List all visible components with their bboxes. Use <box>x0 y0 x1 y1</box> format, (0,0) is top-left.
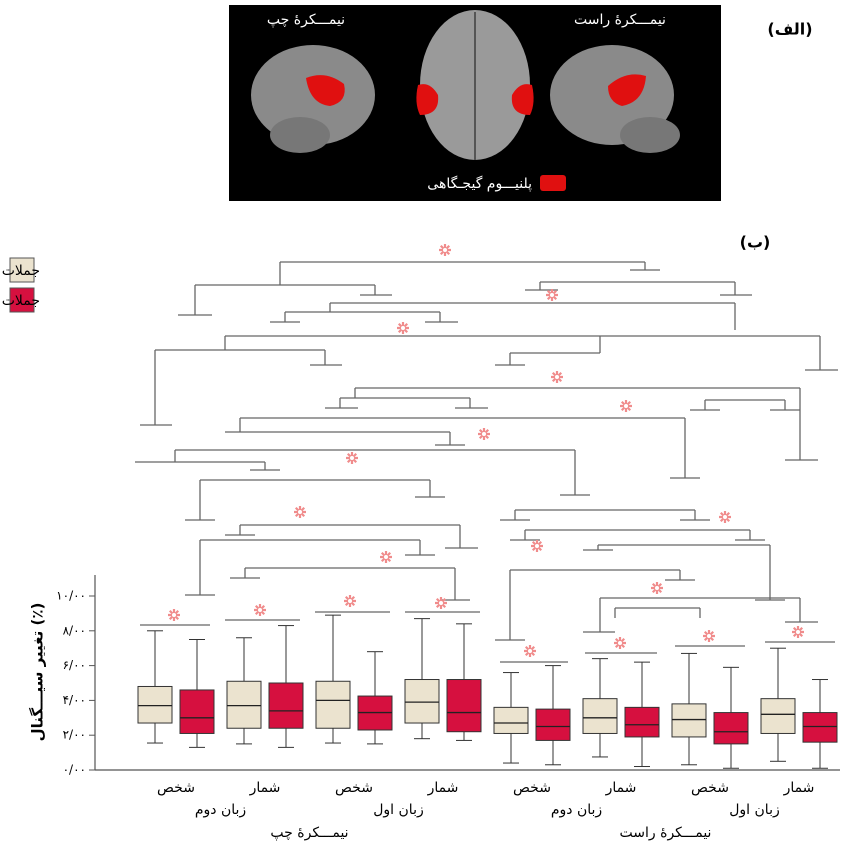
x-tick-label: شمار <box>605 780 637 796</box>
box <box>180 690 214 734</box>
significance-marker-center <box>655 586 659 590</box>
legend-label: جملات نادستوری <box>0 293 40 309</box>
box <box>227 681 261 728</box>
significance-brackets <box>135 244 838 662</box>
right-label: نیمـــکرهٔ راست <box>574 12 666 28</box>
subgroup-label: زبان دوم <box>195 802 246 818</box>
significance-marker-center <box>439 601 443 605</box>
box <box>316 681 350 728</box>
box <box>138 686 172 723</box>
box <box>625 707 659 737</box>
significance-marker-center <box>528 649 532 653</box>
group-label: نیمـــکرهٔ راست <box>620 825 712 841</box>
significance-marker-center <box>618 641 622 645</box>
box <box>269 683 303 728</box>
significance-marker-center <box>258 608 262 612</box>
significance-marker-center <box>443 248 447 252</box>
panel-label: (الف) <box>767 20 812 39</box>
y-tick-label: ۸/۰۰ <box>63 623 86 637</box>
box <box>803 713 837 743</box>
subgroup-label: زبان اول <box>373 802 423 818</box>
subgroup-label: زبان اول <box>729 802 779 818</box>
panel-a: نیمـــکرهٔ چپ نیمـــکرهٔ راست پلنیـــوم … <box>229 5 813 201</box>
legend-swatch <box>540 175 566 191</box>
x-tick-label: شمار <box>427 780 459 796</box>
significance-marker-center <box>723 515 727 519</box>
box <box>447 680 481 732</box>
significance-marker-center <box>555 375 559 379</box>
group-label: نیمـــکرهٔ چپ <box>270 825 348 841</box>
significance-marker-center <box>172 613 176 617</box>
y-tick-label: ۰/۰۰ <box>63 763 86 777</box>
figure: نیمـــکرهٔ چپ نیمـــکرهٔ راست پلنیـــوم … <box>0 0 866 848</box>
significance-marker-center <box>348 599 352 603</box>
significance-marker-center <box>401 326 405 330</box>
y-tick-label: ۱۰/۰۰ <box>56 589 86 603</box>
legend-label: جملات دستوری <box>0 263 40 279</box>
legend-label: پلنیـــوم گیجـگاهی <box>427 175 532 192</box>
left-label: نیمـــکرهٔ چپ <box>267 12 345 28</box>
box <box>672 704 706 737</box>
box <box>536 709 570 740</box>
significance-marker-center <box>384 555 388 559</box>
significance-marker-center <box>796 630 800 634</box>
panel-label: (ب) <box>740 233 771 252</box>
significance-marker-center <box>707 634 711 638</box>
box <box>405 680 439 724</box>
box <box>583 699 617 734</box>
box <box>494 707 528 733</box>
x-tick-label: شخص <box>335 780 373 796</box>
x-tick-label: شخص <box>157 780 195 796</box>
y-tick-label: ۴/۰۰ <box>63 693 86 707</box>
significance-marker-center <box>350 456 354 460</box>
x-tick-label: شمار <box>783 780 815 796</box>
x-tick-label: شخص <box>513 780 551 796</box>
x-tick-label: شخص <box>691 780 729 796</box>
box <box>761 699 795 734</box>
brain-right-lobe <box>620 117 680 153</box>
significance-marker-center <box>550 293 554 297</box>
y-tick-label: ۲/۰۰ <box>63 728 86 742</box>
box <box>714 713 748 744</box>
y-axis-title: تغییر سیـــگنال (٪) <box>29 603 47 742</box>
significance-marker-center <box>482 432 486 436</box>
significance-marker-center <box>535 544 539 548</box>
brain-left-lobe <box>270 117 330 153</box>
significance-marker-center <box>298 510 302 514</box>
y-tick-label: ۶/۰۰ <box>63 658 86 672</box>
significance-marker-center <box>624 404 628 408</box>
subgroup-label: زبان دوم <box>551 802 602 818</box>
x-tick-label: شمار <box>249 780 281 796</box>
